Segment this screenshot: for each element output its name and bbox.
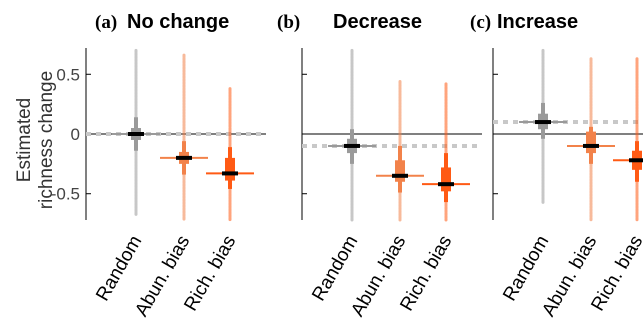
box-random: Random xyxy=(308,48,376,305)
panel-title: Decrease xyxy=(333,11,422,33)
median-marker xyxy=(438,182,454,187)
y-tick-label: 0.5 xyxy=(56,65,80,84)
panel-title: Increase xyxy=(497,11,578,33)
y-axis-title-line2: richness change xyxy=(36,71,57,209)
y-tick-label: -0.5 xyxy=(51,185,80,204)
y-axis-title: Estimated richness change xyxy=(14,71,57,209)
box-random: Random xyxy=(499,48,567,305)
iqr-box xyxy=(586,131,596,154)
y-tick-labels: 0.5 0 -0.5 xyxy=(51,65,80,203)
panel-letter: (a) xyxy=(95,12,117,33)
median-marker xyxy=(176,155,192,160)
median-marker xyxy=(629,158,643,163)
iqr-box xyxy=(225,157,235,181)
median-marker xyxy=(128,132,144,136)
category-label: Random xyxy=(308,232,362,305)
iqr-box xyxy=(395,160,405,182)
category-label: Random xyxy=(92,232,146,305)
median-marker xyxy=(222,171,238,176)
category-label: Random xyxy=(499,232,553,305)
box-rich-bias: Rich. bias xyxy=(587,57,643,315)
panel-title: No change xyxy=(127,11,229,33)
median-marker xyxy=(583,143,599,148)
y-axis-title-line1: Estimated xyxy=(14,98,35,182)
iqr-box xyxy=(441,167,451,192)
panel-letter: (c) xyxy=(470,12,491,33)
y-tick-label: 0 xyxy=(71,125,80,144)
box-rich-bias: Rich. bias xyxy=(180,87,254,315)
median-marker xyxy=(535,120,551,125)
box-rich-bias: Rich. bias xyxy=(396,82,470,315)
panel-letter: (b) xyxy=(277,12,300,33)
median-marker xyxy=(392,173,408,178)
median-marker xyxy=(344,143,360,148)
box-random: Random xyxy=(92,48,160,305)
